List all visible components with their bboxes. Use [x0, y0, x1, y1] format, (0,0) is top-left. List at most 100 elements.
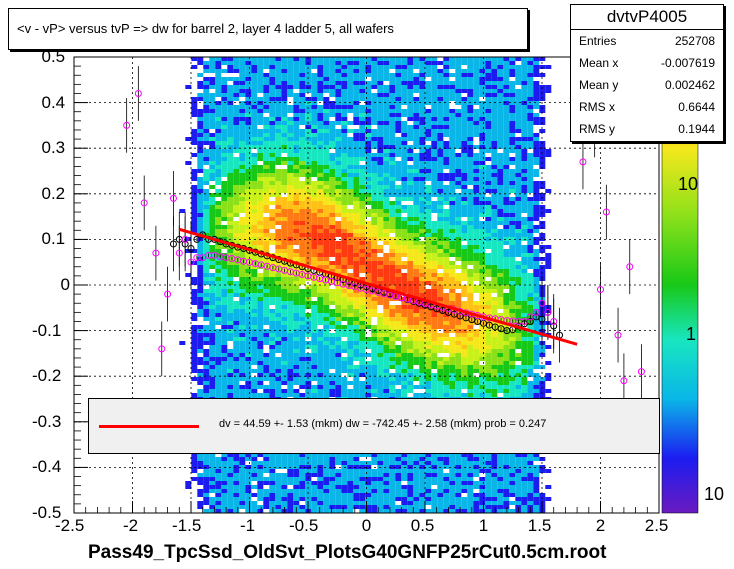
- heatmap-cell: [197, 273, 204, 277]
- heatmap-cell: [245, 321, 252, 325]
- heatmap-cell: [347, 473, 354, 477]
- heatmap-cell: [455, 345, 462, 349]
- heatmap-cell: [257, 85, 264, 89]
- heatmap-cell: [443, 161, 450, 165]
- heatmap-cell: [281, 93, 288, 97]
- heatmap-cell: [449, 169, 456, 173]
- heatmap-cell: [377, 113, 384, 117]
- heatmap-cell: [227, 153, 234, 157]
- heatmap-cell: [443, 233, 450, 237]
- heatmap-cell: [245, 237, 252, 241]
- heatmap-cell: [407, 509, 414, 513]
- heatmap-cell: [299, 465, 306, 469]
- heatmap-cell: [443, 213, 450, 217]
- heatmap-cell: [269, 141, 276, 145]
- heatmap-cell: [191, 185, 198, 189]
- heatmap-cell: [353, 341, 360, 345]
- heatmap-cell: [401, 133, 408, 137]
- heatmap-cell: [335, 481, 342, 485]
- heatmap-cell: [197, 505, 204, 509]
- heatmap-cell: [455, 185, 462, 189]
- heatmap-cell: [227, 313, 234, 317]
- heatmap-cell: [437, 177, 444, 181]
- heatmap-cell: [317, 297, 324, 301]
- heatmap-cell: [461, 157, 468, 161]
- heatmap-cell: [233, 249, 240, 253]
- heatmap-cell: [437, 149, 444, 153]
- heatmap-cell: [287, 225, 294, 229]
- heatmap-cell: [215, 477, 222, 481]
- heatmap-cell: [341, 473, 348, 477]
- heatmap-cell: [257, 297, 264, 301]
- heatmap-cell: [389, 473, 396, 477]
- heatmap-cell: [347, 333, 354, 337]
- heatmap-cell: [347, 345, 354, 349]
- heatmap-cell: [425, 261, 432, 265]
- heatmap-cell: [467, 105, 474, 109]
- heatmap-cell: [425, 185, 432, 189]
- heatmap-cell: [365, 373, 372, 377]
- heatmap-cell: [437, 365, 444, 369]
- heatmap-cell: [401, 197, 408, 201]
- heatmap-cell: [365, 201, 372, 205]
- heatmap-cell: [281, 321, 288, 325]
- heatmap-cell: [191, 393, 198, 397]
- heatmap-cell: [197, 301, 204, 305]
- heatmap-cell: [275, 129, 282, 133]
- heatmap-cell: [239, 453, 246, 457]
- heatmap-cell: [371, 201, 378, 205]
- heatmap-cell: [209, 377, 216, 381]
- heatmap-cell: [269, 121, 276, 125]
- heatmap-cell: [329, 353, 336, 357]
- heatmap-cell: [221, 129, 228, 133]
- heatmap-cell: [353, 117, 360, 121]
- heatmap-cell: [347, 173, 354, 177]
- heatmap-cell: [371, 189, 378, 193]
- heatmap-cell: [257, 189, 264, 193]
- heatmap-cell: [251, 117, 258, 121]
- heatmap-cell: [419, 185, 426, 189]
- heatmap-cell: [425, 177, 432, 181]
- heatmap-cell: [329, 361, 336, 365]
- heatmap-cell: [263, 229, 270, 233]
- heatmap-cell: [371, 161, 378, 165]
- heatmap-cell: [245, 505, 252, 509]
- heatmap-cell: [323, 65, 330, 69]
- heatmap-cell: [401, 161, 408, 165]
- heatmap-cell: [287, 221, 294, 225]
- heatmap-cell: [263, 73, 270, 77]
- heatmap-cell: [311, 85, 318, 89]
- heatmap-cell: [413, 97, 420, 101]
- heatmap-cell: [377, 477, 384, 481]
- heatmap-cell: [311, 149, 318, 153]
- heatmap-cell: [317, 461, 324, 465]
- heatmap-cell: [383, 473, 390, 477]
- heatmap-cell: [203, 333, 210, 337]
- heatmap-cell: [401, 385, 408, 389]
- heatmap-cell: [353, 233, 360, 237]
- heatmap-cell: [443, 389, 450, 393]
- heatmap-cell: [467, 301, 474, 305]
- heatmap-cell: [311, 501, 318, 505]
- heatmap-cell: [245, 501, 252, 505]
- heatmap-cell: [383, 461, 390, 465]
- heatmap-cell: [431, 153, 438, 157]
- heatmap-cell: [347, 373, 354, 377]
- heatmap-cell: [329, 301, 336, 305]
- heatmap-cell: [329, 493, 336, 497]
- heatmap-cell: [299, 173, 306, 177]
- heatmap-cell: [419, 221, 426, 225]
- heatmap-cell: [365, 161, 372, 165]
- heatmap-cell: [245, 381, 252, 385]
- heatmap-cell: [329, 141, 336, 145]
- heatmap-cell: [377, 137, 384, 141]
- heatmap-cell: [365, 57, 372, 61]
- heatmap-cell: [371, 373, 378, 377]
- heatmap-cell: [269, 333, 276, 337]
- heatmap-cell: [401, 81, 408, 85]
- heatmap-cell: [443, 337, 450, 341]
- heatmap-cell: [191, 109, 198, 113]
- heatmap-cell: [467, 345, 474, 349]
- heatmap-cell: [323, 69, 330, 73]
- heatmap-cell: [239, 313, 246, 317]
